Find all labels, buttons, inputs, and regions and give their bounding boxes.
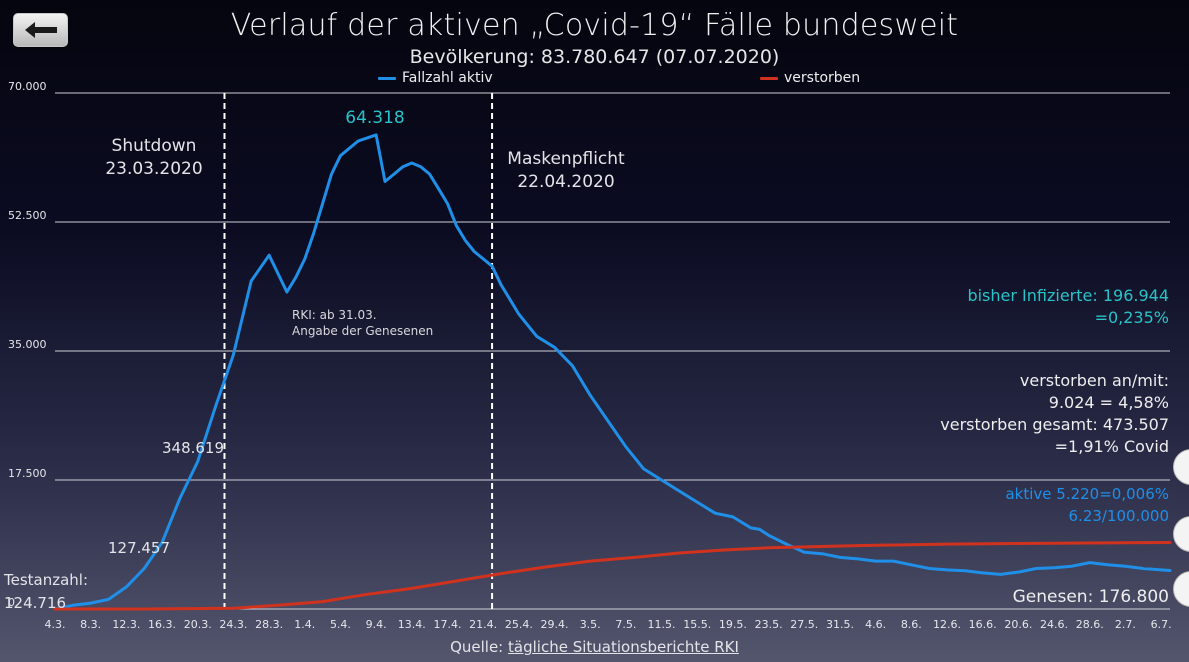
active-stat: aktive 5.220=0,006% 6.23/100.000 xyxy=(1005,483,1169,527)
x-tick-label: 28.6. xyxy=(1076,618,1104,631)
series-line-deaths xyxy=(53,541,1172,611)
x-tick-label: 23.5. xyxy=(755,618,783,631)
x-tick-label: 5.4. xyxy=(330,618,351,631)
x-tick-label: 7.5. xyxy=(615,618,636,631)
mask-date: 22.04.2020 xyxy=(517,172,615,192)
label-127457: 127.457 xyxy=(107,539,171,557)
x-tick-label: 29.4. xyxy=(541,618,569,631)
x-tick-label: 11.5. xyxy=(648,618,676,631)
mask-annotation: Maskenpflicht 22.04.2020 xyxy=(496,148,636,194)
x-tick-label: 9.4. xyxy=(366,618,387,631)
peak-label: 64.318 xyxy=(345,108,405,128)
x-tick-label: 8.6. xyxy=(901,618,922,631)
x-tick-label: 12.3. xyxy=(112,618,140,631)
x-tick-label: 1.4. xyxy=(294,618,315,631)
x-tick-label: 25.4. xyxy=(505,618,533,631)
x-tick-label: 16.6. xyxy=(969,618,997,631)
x-tick-label: 21.4. xyxy=(469,618,497,631)
x-tick-label: 8.3. xyxy=(80,618,101,631)
deaths-line3: verstorben gesamt: 473.507 xyxy=(940,415,1169,434)
x-tick-label: 15.5. xyxy=(683,618,711,631)
x-tick-label: 17.4. xyxy=(433,618,461,631)
mask-title: Maskenpflicht xyxy=(507,149,625,169)
chart-title: Verlauf der aktiven „Covid-19“ Fälle bun… xyxy=(230,8,959,43)
y-tick-label: 0 xyxy=(8,596,15,609)
infected-line1: bisher Infizierte: 196.944 xyxy=(967,286,1169,305)
x-tick-label: 28.3. xyxy=(255,618,283,631)
deaths-line4: =1,91% Covid xyxy=(1054,437,1169,456)
x-tick-label: 16.3. xyxy=(148,618,176,631)
label-testanzahl: Testanzahl: 124.716 xyxy=(4,571,89,612)
chart-subtitle: Bevölkerung: 83.780.647 (07.07.2020) xyxy=(409,46,780,68)
rki-note-line2: Angabe der Genesenen xyxy=(292,324,434,338)
recovered-stat: Genesen: 176.800 xyxy=(1012,587,1169,607)
source-link[interactable]: tägliche Situationsberichte RKI xyxy=(508,638,739,656)
x-tick-label: 24.6. xyxy=(1040,618,1068,631)
y-tick-label: 17.500 xyxy=(8,467,47,480)
x-tick-label: 3.5. xyxy=(580,618,601,631)
x-tick-label: 31.5. xyxy=(826,618,854,631)
series-line-active xyxy=(53,133,1172,611)
active-line2: 6.23/100.000 xyxy=(1068,507,1169,525)
x-tick-label: 19.5. xyxy=(719,618,747,631)
rki-note-line1: RKI: ab 31.03. xyxy=(292,308,377,322)
back-button[interactable] xyxy=(13,13,68,47)
x-tick-label: 24.3. xyxy=(219,618,247,631)
x-tick-label: 12.6. xyxy=(933,618,961,631)
rki-note: RKI: ab 31.03. Angabe der Genesenen xyxy=(292,307,433,339)
shutdown-title: Shutdown xyxy=(111,136,197,156)
x-tick-label: 4.6. xyxy=(865,618,886,631)
legend-item-deaths: verstorben xyxy=(760,70,860,86)
x-tick-label: 4.3. xyxy=(45,618,66,631)
source-prefix: Quelle: xyxy=(450,638,509,656)
arrow-left-icon xyxy=(24,22,57,38)
source-line: Quelle: tägliche Situationsberichte RKI xyxy=(0,638,1189,656)
legend-swatch-active xyxy=(378,76,396,80)
legend-swatch-deaths xyxy=(760,76,778,80)
deaths-stat: verstorben an/mit: 9.024 = 4,58% verstor… xyxy=(940,370,1169,458)
y-tick-label: 35.000 xyxy=(8,338,47,351)
infected-stat: bisher Infizierte: 196.944 =0,235% xyxy=(967,285,1169,329)
x-tick-label: 13.4. xyxy=(398,618,426,631)
deaths-line1: verstorben an/mit: xyxy=(1019,371,1169,390)
x-tick-label: 20.6. xyxy=(1004,618,1032,631)
x-tick-label: 27.5. xyxy=(790,618,818,631)
x-tick-label: 2.7. xyxy=(1115,618,1136,631)
shutdown-annotation: Shutdown 23.03.2020 xyxy=(94,135,214,181)
deaths-line2: 9.024 = 4,58% xyxy=(1048,393,1169,412)
label-348619: 348.619 xyxy=(161,439,225,457)
legend-label-active: Fallzahl aktiv xyxy=(402,70,493,86)
x-tick-label: 20.3. xyxy=(184,618,212,631)
shutdown-date: 23.03.2020 xyxy=(105,159,203,179)
active-line1: aktive 5.220=0,006% xyxy=(1005,485,1169,503)
y-tick-label: 70.000 xyxy=(8,80,47,93)
legend-label-deaths: verstorben xyxy=(784,70,861,86)
infected-line2: =0,235% xyxy=(1094,308,1169,327)
legend-item-active: Fallzahl aktiv xyxy=(378,70,493,86)
x-tick-label: 6.7. xyxy=(1151,618,1172,631)
y-tick-label: 52.500 xyxy=(8,209,47,222)
